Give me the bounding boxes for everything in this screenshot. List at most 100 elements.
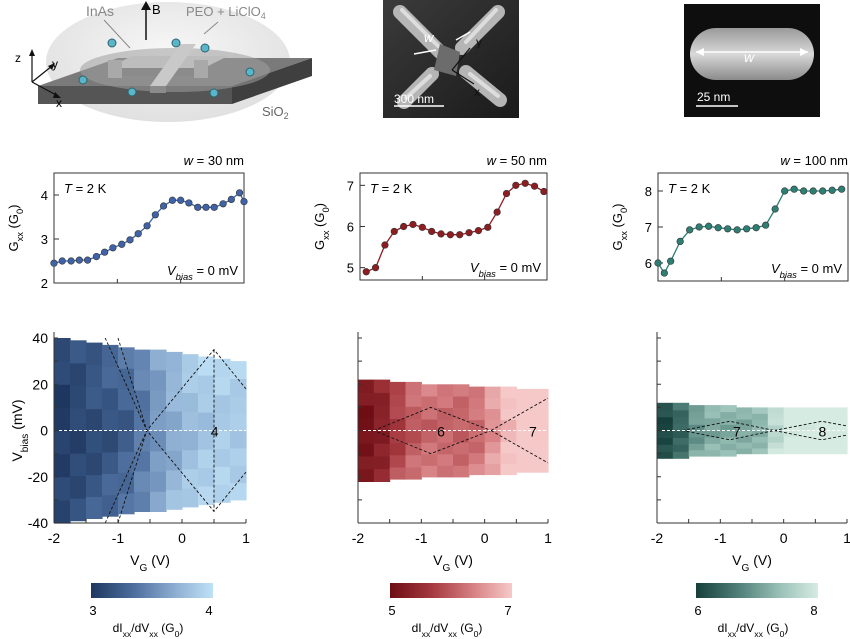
data-point xyxy=(50,259,58,267)
sem-axis-y-label: y xyxy=(476,35,482,49)
heatmap-cell xyxy=(799,442,816,449)
heatmap-cell xyxy=(214,430,231,449)
width-arrow xyxy=(413,49,437,55)
y-tick-label: 0 xyxy=(40,423,48,439)
heatmap-cell xyxy=(437,418,454,432)
heatmap-cell xyxy=(815,447,832,455)
data-point xyxy=(134,230,142,238)
axis-x-label: x xyxy=(56,96,62,110)
heatmap-cell xyxy=(437,407,454,420)
heatmap-cell xyxy=(230,395,247,414)
heatmap-cell xyxy=(230,482,247,501)
y-tick-label: 4 xyxy=(41,188,48,203)
y-tick-label: -40 xyxy=(28,515,48,531)
heatmap-cell xyxy=(516,388,533,400)
heatmap-cell xyxy=(198,356,215,376)
heatmap-cell xyxy=(767,424,785,432)
heatmap-cell xyxy=(500,430,517,443)
data-point xyxy=(654,259,662,267)
width-arrow xyxy=(455,31,471,41)
ion xyxy=(245,67,255,77)
heatmap-cell xyxy=(752,442,769,449)
heatmap-cell xyxy=(102,344,119,367)
heatmap-cell xyxy=(815,407,832,414)
heatmap-cell xyxy=(214,484,231,503)
coordinate-axes: z y x xyxy=(15,49,62,110)
heatmap-cell xyxy=(468,452,486,465)
heatmap-cell xyxy=(421,430,438,443)
data-point xyxy=(838,185,846,193)
heatmap-cell xyxy=(783,407,801,414)
heatmap-cell xyxy=(831,447,848,455)
heatmap-cell xyxy=(799,430,816,437)
heatmap-cell xyxy=(453,407,470,420)
heatmap-cell xyxy=(150,450,167,472)
data-point xyxy=(705,222,713,230)
heatmap-cell xyxy=(783,424,801,432)
sem-cross-image: w y x 300 nm xyxy=(383,0,519,118)
heatmap-cell xyxy=(389,466,407,480)
heatmap-cell xyxy=(799,407,816,414)
heatmap-cell xyxy=(688,443,706,451)
heatmap-cell xyxy=(672,416,690,425)
heatmap-cell xyxy=(672,437,690,445)
heatmap-cell xyxy=(166,469,183,491)
data-point xyxy=(781,187,789,195)
ion xyxy=(200,43,210,53)
y-axis-label: Gxx (G0) xyxy=(6,204,25,251)
heatmap-cell xyxy=(118,492,135,515)
heatmap-cell xyxy=(453,465,470,478)
heatmap-cell xyxy=(799,436,816,443)
diamond-edge xyxy=(490,397,549,431)
diamond-label: 8 xyxy=(819,424,827,440)
heatmap-cell xyxy=(134,390,151,411)
heatmap-cell xyxy=(657,430,674,438)
heatmap-cell xyxy=(657,409,674,418)
chart-title: w = 50 nm xyxy=(487,153,547,168)
heatmap-cell xyxy=(86,386,103,410)
heatmap-cell xyxy=(214,394,231,414)
heatmap-cell xyxy=(736,418,753,426)
y-tick-label: 7 xyxy=(347,178,354,193)
heatmap-cell xyxy=(70,408,87,432)
heatmap-cell xyxy=(54,499,71,524)
heatmap-cell xyxy=(752,424,769,432)
b-field-arrow-head xyxy=(141,1,151,10)
diamond-edge xyxy=(117,348,247,524)
heatmap-cell xyxy=(453,442,470,455)
heatmap-cell xyxy=(405,454,422,468)
ion xyxy=(127,87,137,97)
heatmap-cell xyxy=(736,447,753,455)
heatmap-cell xyxy=(468,441,486,454)
heatmap-cell xyxy=(421,418,438,432)
heatmap-cell xyxy=(373,443,391,457)
data-point xyxy=(177,196,185,204)
heatmap-cell xyxy=(358,417,375,432)
heatmap-cell xyxy=(783,418,801,426)
heatmap-cell xyxy=(532,440,549,452)
heatmap-cell xyxy=(86,342,103,366)
data-point xyxy=(762,221,770,229)
heatmap-cell xyxy=(484,386,502,399)
data-point xyxy=(667,257,675,265)
data-point xyxy=(83,256,92,264)
heatmap-cell xyxy=(198,393,215,413)
heatmap-cell xyxy=(358,405,375,419)
sem-cross-scalebar-label: 300 nm xyxy=(394,92,434,106)
heatmap-cell xyxy=(214,358,231,378)
heatmap-cell xyxy=(500,386,517,399)
heatmap-cell xyxy=(720,443,737,451)
heatmap-cell xyxy=(767,436,785,443)
heatmap-cell xyxy=(736,436,753,443)
heatmap-cell xyxy=(516,409,533,421)
heatmap-cell xyxy=(373,405,391,419)
heatmap-cell xyxy=(373,455,391,470)
data-point xyxy=(185,199,193,207)
heatmap-cell xyxy=(516,420,533,432)
data-point xyxy=(202,203,210,211)
heatmap-cell xyxy=(182,468,199,489)
data-point xyxy=(724,225,732,233)
data-point xyxy=(819,187,827,195)
bias-annotation: Vbias = 0 mV xyxy=(167,263,238,282)
